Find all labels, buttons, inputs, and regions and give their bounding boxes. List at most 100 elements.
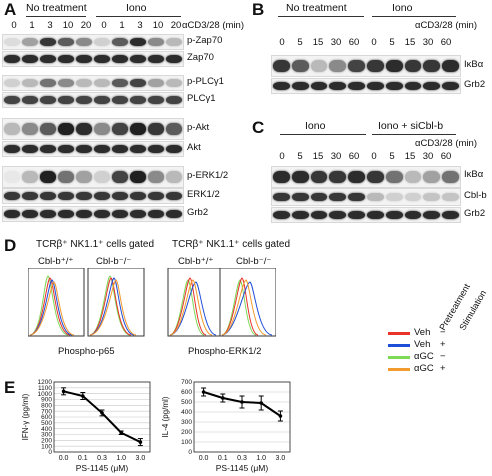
y-tick-label: 500 xyxy=(41,420,52,427)
ifn-gamma-chart: 0100200300400500600700800900100011001200… xyxy=(21,379,151,473)
blot-band xyxy=(148,96,164,104)
blot-band xyxy=(112,192,128,200)
blot-band xyxy=(166,210,182,218)
blot-band xyxy=(76,210,92,218)
blot-label: Grb2 xyxy=(464,79,486,90)
blot-band xyxy=(94,210,110,218)
genotype-label: Cbl-b⁺/⁺ xyxy=(38,256,74,267)
lane-label: 0 xyxy=(371,37,377,48)
y-tick-label: 400 xyxy=(41,426,52,433)
blot-band xyxy=(423,192,441,202)
blot-band xyxy=(273,82,290,90)
blot-band xyxy=(310,192,328,202)
blot-band xyxy=(58,96,74,104)
blot-band xyxy=(348,82,365,90)
panel-letter-e: E xyxy=(4,378,16,397)
blot-band xyxy=(40,210,56,218)
blot-band xyxy=(348,60,365,72)
legend-name: αGC xyxy=(414,351,434,362)
lane-label: 10 xyxy=(152,20,164,31)
blot-band xyxy=(94,55,110,63)
blot-band xyxy=(130,55,146,63)
blot-band xyxy=(385,192,403,202)
blot-band xyxy=(148,79,164,87)
blot-band xyxy=(404,171,422,183)
data-point xyxy=(138,440,143,444)
time-label: αCD3/28 (min) xyxy=(415,138,477,149)
x-tick-label: 3.0 xyxy=(276,455,286,462)
blot-band xyxy=(4,145,20,153)
blot-band xyxy=(291,171,309,183)
western-blot xyxy=(2,141,184,157)
lane-label: 60 xyxy=(440,37,452,48)
blot-band xyxy=(273,60,290,72)
blot-band xyxy=(94,192,110,200)
panel-letter-d: D xyxy=(4,236,17,255)
blot-band xyxy=(148,123,164,135)
blot-band xyxy=(130,79,146,87)
blot-band xyxy=(404,82,422,90)
blot-band xyxy=(166,123,182,135)
blot-band xyxy=(22,210,38,218)
blot-band xyxy=(130,192,146,200)
western-blot xyxy=(2,166,184,188)
blot-band xyxy=(130,38,146,46)
blot-band xyxy=(423,171,441,183)
blot-band xyxy=(166,192,182,200)
lane-label: 60 xyxy=(348,37,360,48)
group-label: No treatment xyxy=(286,2,347,14)
x-tick-label: 0.3 xyxy=(97,455,107,462)
blot-band xyxy=(166,171,182,183)
blot-band xyxy=(58,171,74,183)
lane-label: 1 xyxy=(119,20,125,31)
group-label: Iono xyxy=(392,2,413,14)
y-tick-label: 700 xyxy=(181,379,192,386)
blot-band xyxy=(4,123,20,135)
blot-band xyxy=(112,79,128,87)
blot-band xyxy=(22,55,38,63)
gate-label: TCRβ⁺ NK1.1⁺ cells gated xyxy=(36,239,155,250)
lane-label: 30 xyxy=(422,151,434,162)
y-tick-label: 600 xyxy=(41,414,52,421)
blot-band xyxy=(291,192,309,202)
x-tick-label: 3.0 xyxy=(136,455,146,462)
blot-label: Grb2 xyxy=(187,207,209,218)
data-point xyxy=(278,414,283,418)
blot-band xyxy=(166,55,182,63)
blot-band xyxy=(166,38,182,46)
blot-band xyxy=(367,192,384,202)
blot-band xyxy=(148,192,164,200)
blot-band xyxy=(58,192,74,200)
y-tick-label: 200 xyxy=(41,438,52,445)
lane-label: 15 xyxy=(312,151,324,162)
lane-label: 30 xyxy=(330,37,342,48)
blot-label: p-PLCγ1 xyxy=(187,76,224,87)
blot-band xyxy=(310,171,328,183)
y-tick-label: 600 xyxy=(181,389,192,396)
group-underline xyxy=(372,16,456,17)
blot-band xyxy=(94,145,110,153)
blot-band xyxy=(22,145,38,153)
blot-band xyxy=(4,55,20,63)
blot-band xyxy=(442,192,459,202)
lane-label: 20 xyxy=(80,20,92,31)
legend-swatch xyxy=(388,332,410,335)
lane-label: 3 xyxy=(137,20,143,31)
data-point xyxy=(119,430,123,435)
blot-band xyxy=(130,145,146,153)
blot-band xyxy=(310,60,328,72)
lane-label: 20 xyxy=(170,20,182,31)
blot-band xyxy=(166,96,182,104)
x-tick-label: 0.0 xyxy=(199,455,209,462)
blot-band xyxy=(291,60,309,72)
panel-letter-a: A xyxy=(4,0,17,19)
blot-band xyxy=(310,211,328,219)
group-underline xyxy=(96,16,181,17)
blot-band xyxy=(94,79,110,87)
blot-band xyxy=(94,123,110,135)
blot-band xyxy=(22,96,38,104)
lane-label: 0 xyxy=(279,37,285,48)
lane-label: 0 xyxy=(11,20,17,31)
blot-band xyxy=(367,60,384,72)
blot-band xyxy=(130,210,146,218)
